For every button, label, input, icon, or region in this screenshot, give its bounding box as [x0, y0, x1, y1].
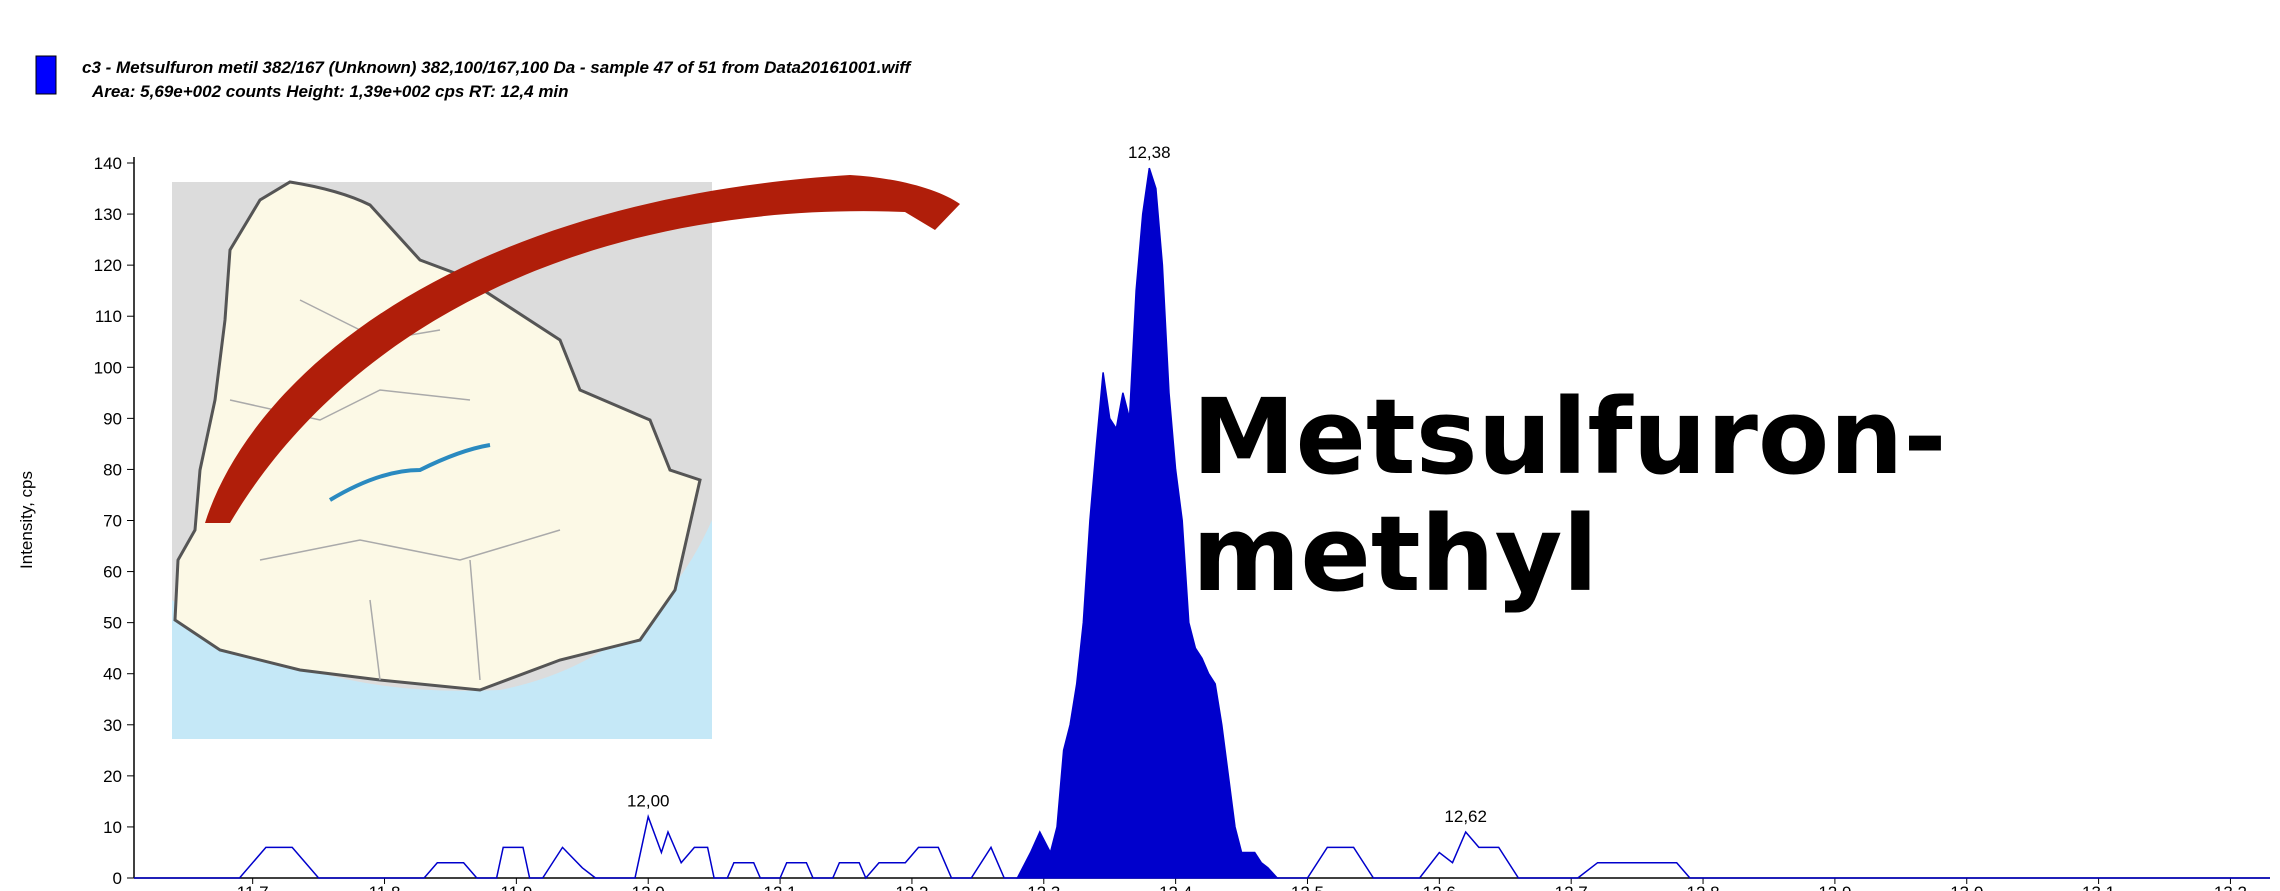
- y-tick-label: 20: [103, 767, 122, 786]
- annotation: Metsulfuron-: [1192, 376, 1947, 498]
- x-tick-label: 12,9: [1818, 883, 1851, 891]
- header-line: Area: 5,69e+002 counts Height: 1,39e+002…: [91, 82, 569, 101]
- x-tick-label: 11,8: [369, 883, 401, 891]
- chart: c3 - Metsulfuron metil 382/167 (Unknown)…: [0, 0, 2280, 891]
- x-tick-label: 12,8: [1686, 883, 1719, 891]
- legend-swatch: [36, 56, 56, 94]
- x-tick-label: 12,6: [1423, 883, 1456, 891]
- x-tick-label: 12,5: [1291, 883, 1324, 891]
- y-tick-label: 80: [103, 460, 122, 479]
- annotation: methyl: [1192, 493, 1598, 615]
- x-tick-label: 12,3: [1027, 883, 1060, 891]
- y-tick-label: 130: [94, 205, 122, 224]
- y-tick-label: 100: [94, 358, 122, 377]
- x-tick-label: 13,0: [1950, 883, 1983, 891]
- y-axis-label: Intensity, cps: [17, 471, 36, 569]
- y-tick-label: 120: [94, 256, 122, 275]
- y-tick-label: 90: [103, 409, 122, 428]
- y-tick-label: 110: [95, 307, 122, 326]
- x-tick-label: 11,7: [237, 883, 269, 891]
- x-tick-label: 11,9: [500, 883, 532, 891]
- y-tick-label: 0: [113, 869, 122, 888]
- y-tick-label: 50: [103, 614, 122, 633]
- peak-label: 12,00: [627, 792, 670, 811]
- y-tick-label: 70: [103, 512, 122, 531]
- y-tick-label: 140: [94, 154, 122, 173]
- header-line: c3 - Metsulfuron metil 382/167 (Unknown)…: [82, 58, 913, 77]
- peak-label: 12,38: [1128, 143, 1171, 162]
- x-tick-label: 12,7: [1555, 883, 1588, 891]
- y-tick-label: 10: [103, 818, 122, 837]
- x-tick-label: 13,2: [2214, 883, 2247, 891]
- trace-line: [134, 817, 1017, 878]
- x-tick-label: 12,0: [632, 883, 665, 891]
- x-tick-label: 12,1: [764, 883, 797, 891]
- x-tick-label: 13,1: [2082, 883, 2115, 891]
- peak-label: 12,62: [1444, 807, 1487, 826]
- y-tick-label: 40: [103, 665, 122, 684]
- y-tick-label: 60: [103, 563, 122, 582]
- y-tick-label: 30: [103, 716, 122, 735]
- trace-line: [1277, 832, 2270, 878]
- x-tick-label: 12,4: [1159, 883, 1192, 891]
- x-tick-label: 12,2: [895, 883, 928, 891]
